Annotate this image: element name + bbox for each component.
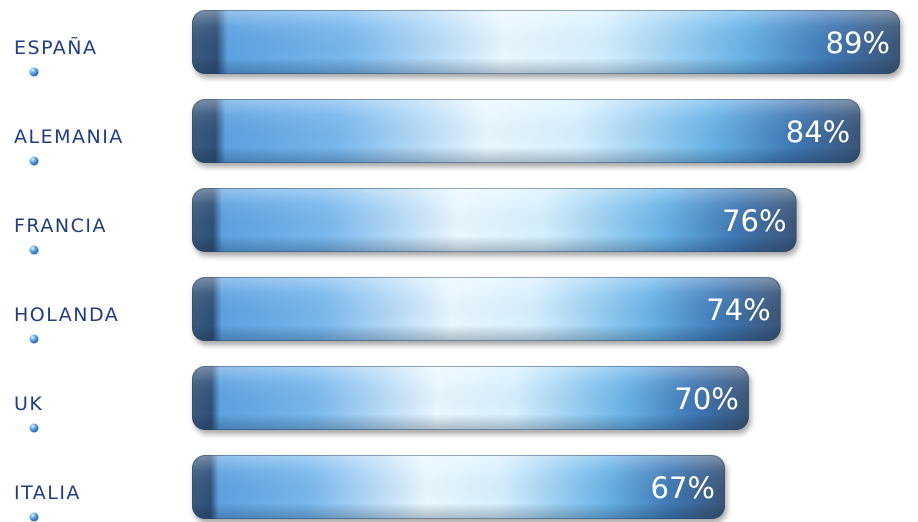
bar-outline bbox=[192, 277, 781, 341]
bar-outline bbox=[192, 455, 725, 519]
bar-row-0: ESPAÑA 89% bbox=[14, 10, 900, 77]
category-label: FRANCIA bbox=[14, 215, 107, 237]
bar-gloss bbox=[192, 277, 781, 341]
bar-outline bbox=[192, 366, 749, 430]
blue-bullet-icon bbox=[29, 245, 39, 255]
bar-gloss bbox=[192, 366, 749, 430]
category-label: ITALIA bbox=[14, 482, 81, 504]
blue-bullet-icon bbox=[29, 156, 39, 166]
category-label: ESPAÑA bbox=[14, 36, 98, 59]
value-label: 89% bbox=[826, 26, 890, 60]
bar-outline bbox=[192, 99, 861, 163]
category-label: UK bbox=[14, 393, 43, 415]
value-label: 70% bbox=[674, 382, 738, 416]
bar-row-2: FRANCIA 76% bbox=[14, 188, 797, 255]
category-label: ALEMANIA bbox=[14, 126, 124, 148]
blue-bullet-icon bbox=[29, 334, 39, 344]
value-label: 76% bbox=[722, 204, 786, 238]
bar-gloss bbox=[192, 10, 900, 74]
value-label: 84% bbox=[786, 115, 850, 149]
bar-outline bbox=[192, 10, 900, 74]
blue-bullet-icon bbox=[29, 67, 39, 77]
value-label: 74% bbox=[706, 293, 770, 327]
blue-bullet-icon bbox=[29, 512, 39, 522]
category-label: HOLANDA bbox=[14, 304, 119, 326]
bar-row-3: HOLANDA 74% bbox=[14, 277, 781, 344]
bar-row-5: ITALIA 67% bbox=[14, 455, 725, 522]
value-label: 67% bbox=[651, 471, 715, 505]
bar-row-1: ALEMANIA 84% bbox=[14, 99, 861, 166]
blue-bullet-icon bbox=[29, 423, 39, 433]
bar-gloss bbox=[192, 188, 797, 252]
bar-gloss bbox=[192, 455, 725, 519]
bar-row-4: UK 70% bbox=[14, 366, 749, 433]
bar-outline bbox=[192, 188, 797, 252]
bar-gloss bbox=[192, 99, 861, 163]
